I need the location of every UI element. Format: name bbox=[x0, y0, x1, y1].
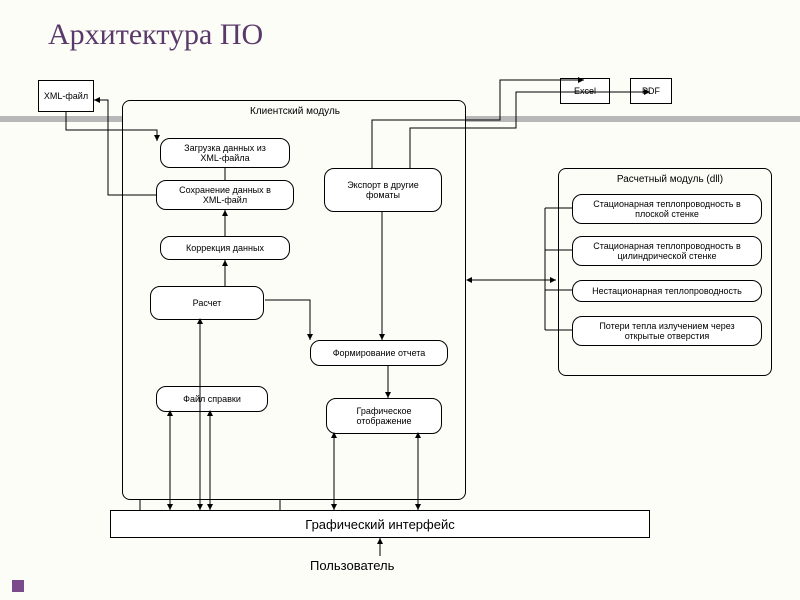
decor-bar-right bbox=[466, 116, 800, 122]
node-nonstationary: Нестационарная теплопроводность bbox=[572, 280, 762, 302]
node-calc: Расчет bbox=[150, 286, 264, 320]
pdf-box: PDF bbox=[630, 78, 672, 104]
excel-box: Excel bbox=[560, 78, 610, 104]
node-correct: Коррекция данных bbox=[160, 236, 290, 260]
calc-module-title: Расчетный модуль (dll) bbox=[600, 174, 740, 185]
user-label: Пользователь bbox=[310, 558, 394, 573]
node-help: Файл справки bbox=[156, 386, 268, 412]
xml-file-box: XML-файл bbox=[38, 80, 94, 112]
node-graphics: Графическоеотображение bbox=[326, 398, 442, 434]
node-load-xml: Загрузка данных изXML-файла bbox=[160, 138, 290, 168]
decor-bar-left bbox=[0, 116, 122, 122]
page-title: Архитектура ПО bbox=[48, 18, 263, 52]
node-cyl-wall: Стационарная теплопроводность вцилиндрич… bbox=[572, 236, 762, 266]
footer-decoration bbox=[12, 580, 24, 592]
node-flat-wall: Стационарная теплопроводность вплоской с… bbox=[572, 194, 762, 224]
client-module-title: Клиентский модуль bbox=[230, 106, 360, 117]
node-save-xml: Сохранение данных вXML-файл bbox=[156, 180, 294, 210]
node-export: Экспорт в другиефоматы bbox=[324, 168, 442, 212]
node-radiation: Потери тепла излучением черезоткрытые от… bbox=[572, 316, 762, 346]
node-report: Формирование отчета bbox=[310, 340, 448, 366]
ui-box: Графический интерфейс bbox=[110, 510, 650, 538]
